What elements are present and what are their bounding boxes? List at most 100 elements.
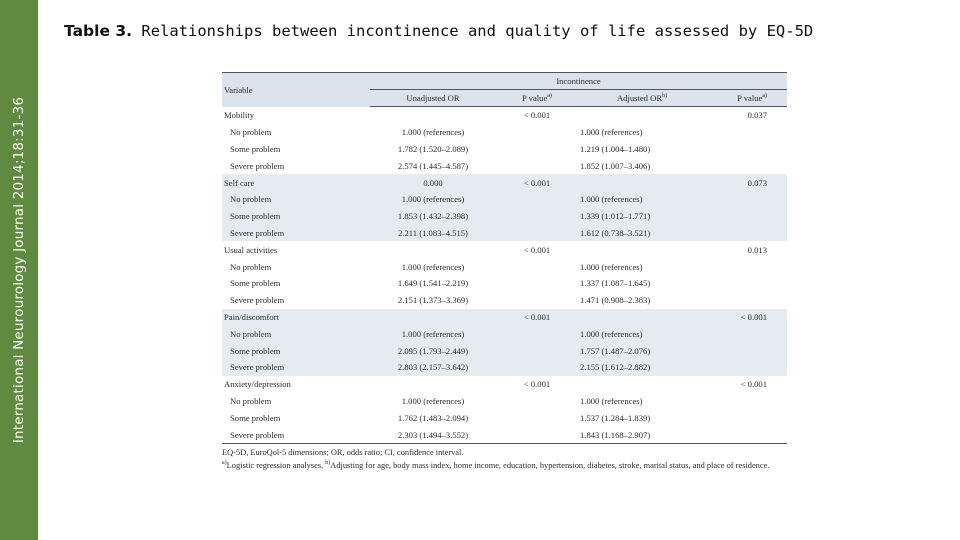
incontinence-group-header: Incontinence	[370, 72, 788, 90]
cell-unadjusted-or: 2.151 (1.373–3.369)	[397, 295, 469, 306]
cell-p-value	[496, 141, 578, 158]
slide-title: Table 3. Relationships between incontine…	[64, 22, 813, 40]
cell-p-value	[496, 409, 578, 426]
cell-unadjusted-or: 1.000 (references)	[370, 190, 496, 208]
cell-p-value-adjusted	[706, 141, 787, 158]
cell-adjusted-or: 1.339 (1.012–1.771)	[578, 207, 706, 225]
cell-p-value-adjusted: 0.037	[747, 110, 768, 121]
cell-unadjusted-or: 2.303 (1.494–3.552)	[370, 426, 496, 444]
row-sublabel: No problem	[222, 190, 370, 208]
cell-p-value-adjusted: 0.013	[747, 244, 768, 255]
cell-unadjusted-or: 2.095 (1.793–2.449)	[370, 342, 496, 359]
cell-unadjusted-or: 0.000	[370, 174, 496, 191]
row-sublabel: No problem	[222, 325, 370, 343]
row-variable: Anxiety/depression	[224, 379, 291, 390]
table-row: Severe problem 2.574 (1.445–4.587) 1.852 (…	[222, 157, 787, 174]
table-body: Mobility < 0.001 0.037 No problem 1.000 (ref…	[222, 107, 788, 444]
cell-p-value-adjusted	[706, 393, 787, 410]
table-row: Severe problem 2.151 (1.373–3.369) 1.471 (…	[222, 292, 787, 309]
variable-header: Variable	[222, 72, 370, 107]
cell-adjusted-or	[578, 376, 706, 393]
cell-p-value	[496, 292, 578, 309]
cell-adjusted-or: 1.843 (1.168–2.907)	[578, 426, 706, 444]
table-row: Some problem 1.782 (1.520–2.089) 1.219 (1.…	[222, 141, 787, 158]
cell-p-value-adjusted	[706, 124, 787, 141]
cell-p-value	[496, 224, 578, 242]
cell-p-value: < 0.001	[523, 110, 551, 121]
row-sublabel: No problem	[230, 261, 272, 272]
cell-adjusted-or	[578, 241, 706, 258]
table-row: Mobility < 0.001 0.037	[222, 107, 787, 124]
cell-unadjusted-or: 1.000 (references)	[401, 127, 465, 138]
cell-unadjusted-or	[370, 241, 496, 258]
row-variable: Self care	[222, 174, 370, 191]
col-header-p-value: P valuea)	[496, 89, 578, 107]
footnote-abbreviations: EQ-5D, EuroQol-5 dimensions; OR, odds ra…	[222, 447, 464, 457]
cell-adjusted-or: 1.000 (references)	[580, 127, 643, 138]
table-row: Usual activities < 0.001 0.013	[222, 241, 787, 258]
cell-p-value: < 0.001	[496, 174, 578, 191]
cell-adjusted-or: 1.471 (0.908–2.383)	[580, 295, 651, 306]
table-row: Some problem 1.762 (1.483–2.094) 1.537 (1.…	[222, 409, 787, 426]
cell-adjusted-or: 1.852 (1.007–3.406)	[580, 160, 651, 171]
cell-p-value: < 0.001	[496, 308, 578, 326]
cell-p-value-adjusted	[706, 207, 788, 225]
cell-adjusted-or	[578, 308, 706, 326]
cell-adjusted-or: 2.155 (1.612–2.882)	[578, 358, 706, 376]
table-row: No problem 1.000 (references) 1.000 (refer…	[222, 393, 787, 410]
row-variable: Pain/discomfort	[222, 308, 370, 326]
journal-citation: International Neurourology Journal 2014;…	[11, 96, 27, 444]
cell-adjusted-or: 1.219 (1.004–1.480)	[580, 143, 651, 154]
cell-adjusted-or: 1.537 (1.284–1.839)	[580, 412, 651, 423]
row-sublabel: Severe problem	[230, 295, 285, 306]
table-caption: Relationships between incontinence and q…	[132, 22, 814, 40]
table-row: Anxiety/depression < 0.001 < 0.001	[222, 376, 787, 393]
cell-unadjusted-or: 1.000 (references)	[401, 395, 465, 406]
cell-unadjusted-or: 1.649 (1.541–2.219)	[397, 278, 469, 289]
row-sublabel: Severe problem	[222, 358, 370, 376]
cell-p-value	[496, 190, 578, 208]
cell-p-value-adjusted	[706, 190, 788, 208]
results-table-container: Variable Incontinence Unadjusted OR P va…	[222, 72, 788, 471]
cell-p-value	[496, 258, 578, 275]
col-header-unadjusted-or: Unadjusted OR	[370, 89, 496, 107]
cell-adjusted-or	[578, 107, 706, 124]
cell-unadjusted-or	[370, 107, 496, 124]
row-sublabel: No problem	[230, 395, 272, 406]
col-header-adjusted-or: Adjusted ORb)	[578, 89, 706, 107]
cell-p-value-adjusted	[706, 224, 788, 242]
row-sublabel: Severe problem	[230, 160, 285, 171]
cell-p-value-adjusted	[706, 258, 787, 275]
table-row: No problem 1.000 (references) 1.000 (refer…	[222, 124, 787, 141]
cell-p-value	[496, 124, 578, 141]
cell-adjusted-or: 1.000 (references)	[580, 261, 643, 272]
cell-unadjusted-or: 1.762 (1.483–2.094)	[397, 412, 469, 423]
cell-unadjusted-or	[370, 376, 496, 393]
col-header-p-value-adjusted: P valuea)	[706, 89, 788, 107]
row-sublabel: Some problem	[230, 143, 281, 154]
table-row: Some problem 1.649 (1.541–2.219) 1.337 (1.…	[222, 275, 787, 292]
row-variable: Usual activities	[224, 244, 278, 255]
cell-adjusted-or: 1.612 (0.738–3.521)	[578, 224, 706, 242]
cell-p-value	[496, 342, 578, 359]
cell-p-value-adjusted	[706, 426, 788, 444]
cell-adjusted-or	[578, 174, 706, 191]
cell-adjusted-or: 1.757 (1.487–2.076)	[578, 342, 706, 359]
table-row: Severe problem 2.803 (2.157–3.642) 2.155 (…	[222, 358, 788, 376]
journal-sidebar: International Neurourology Journal 2014;…	[0, 0, 38, 540]
table-row: No problem 1.000 (references) 1.000 (refer…	[222, 258, 787, 275]
cell-unadjusted-or: 1.000 (references)	[401, 261, 465, 272]
row-sublabel: Some problem	[222, 207, 370, 225]
cell-unadjusted-or: 1.782 (1.520–2.089)	[397, 143, 469, 154]
cell-p-value-adjusted	[706, 157, 787, 174]
footnote-notes: a)Logistic regression analyses. b)Adjust…	[222, 459, 770, 470]
table-row: Pain/discomfort < 0.001 < 0.001	[222, 308, 788, 326]
cell-adjusted-or: 1.000 (references)	[578, 190, 706, 208]
cell-adjusted-or: 1.000 (references)	[578, 325, 706, 343]
row-sublabel: No problem	[230, 127, 272, 138]
row-sublabel: Some problem	[222, 342, 370, 359]
row-variable: Mobility	[224, 110, 255, 121]
cell-p-value-adjusted: < 0.001	[740, 379, 768, 390]
results-table: Variable Incontinence Unadjusted OR P va…	[222, 72, 788, 444]
cell-unadjusted-or: 1.000 (references)	[370, 325, 496, 343]
